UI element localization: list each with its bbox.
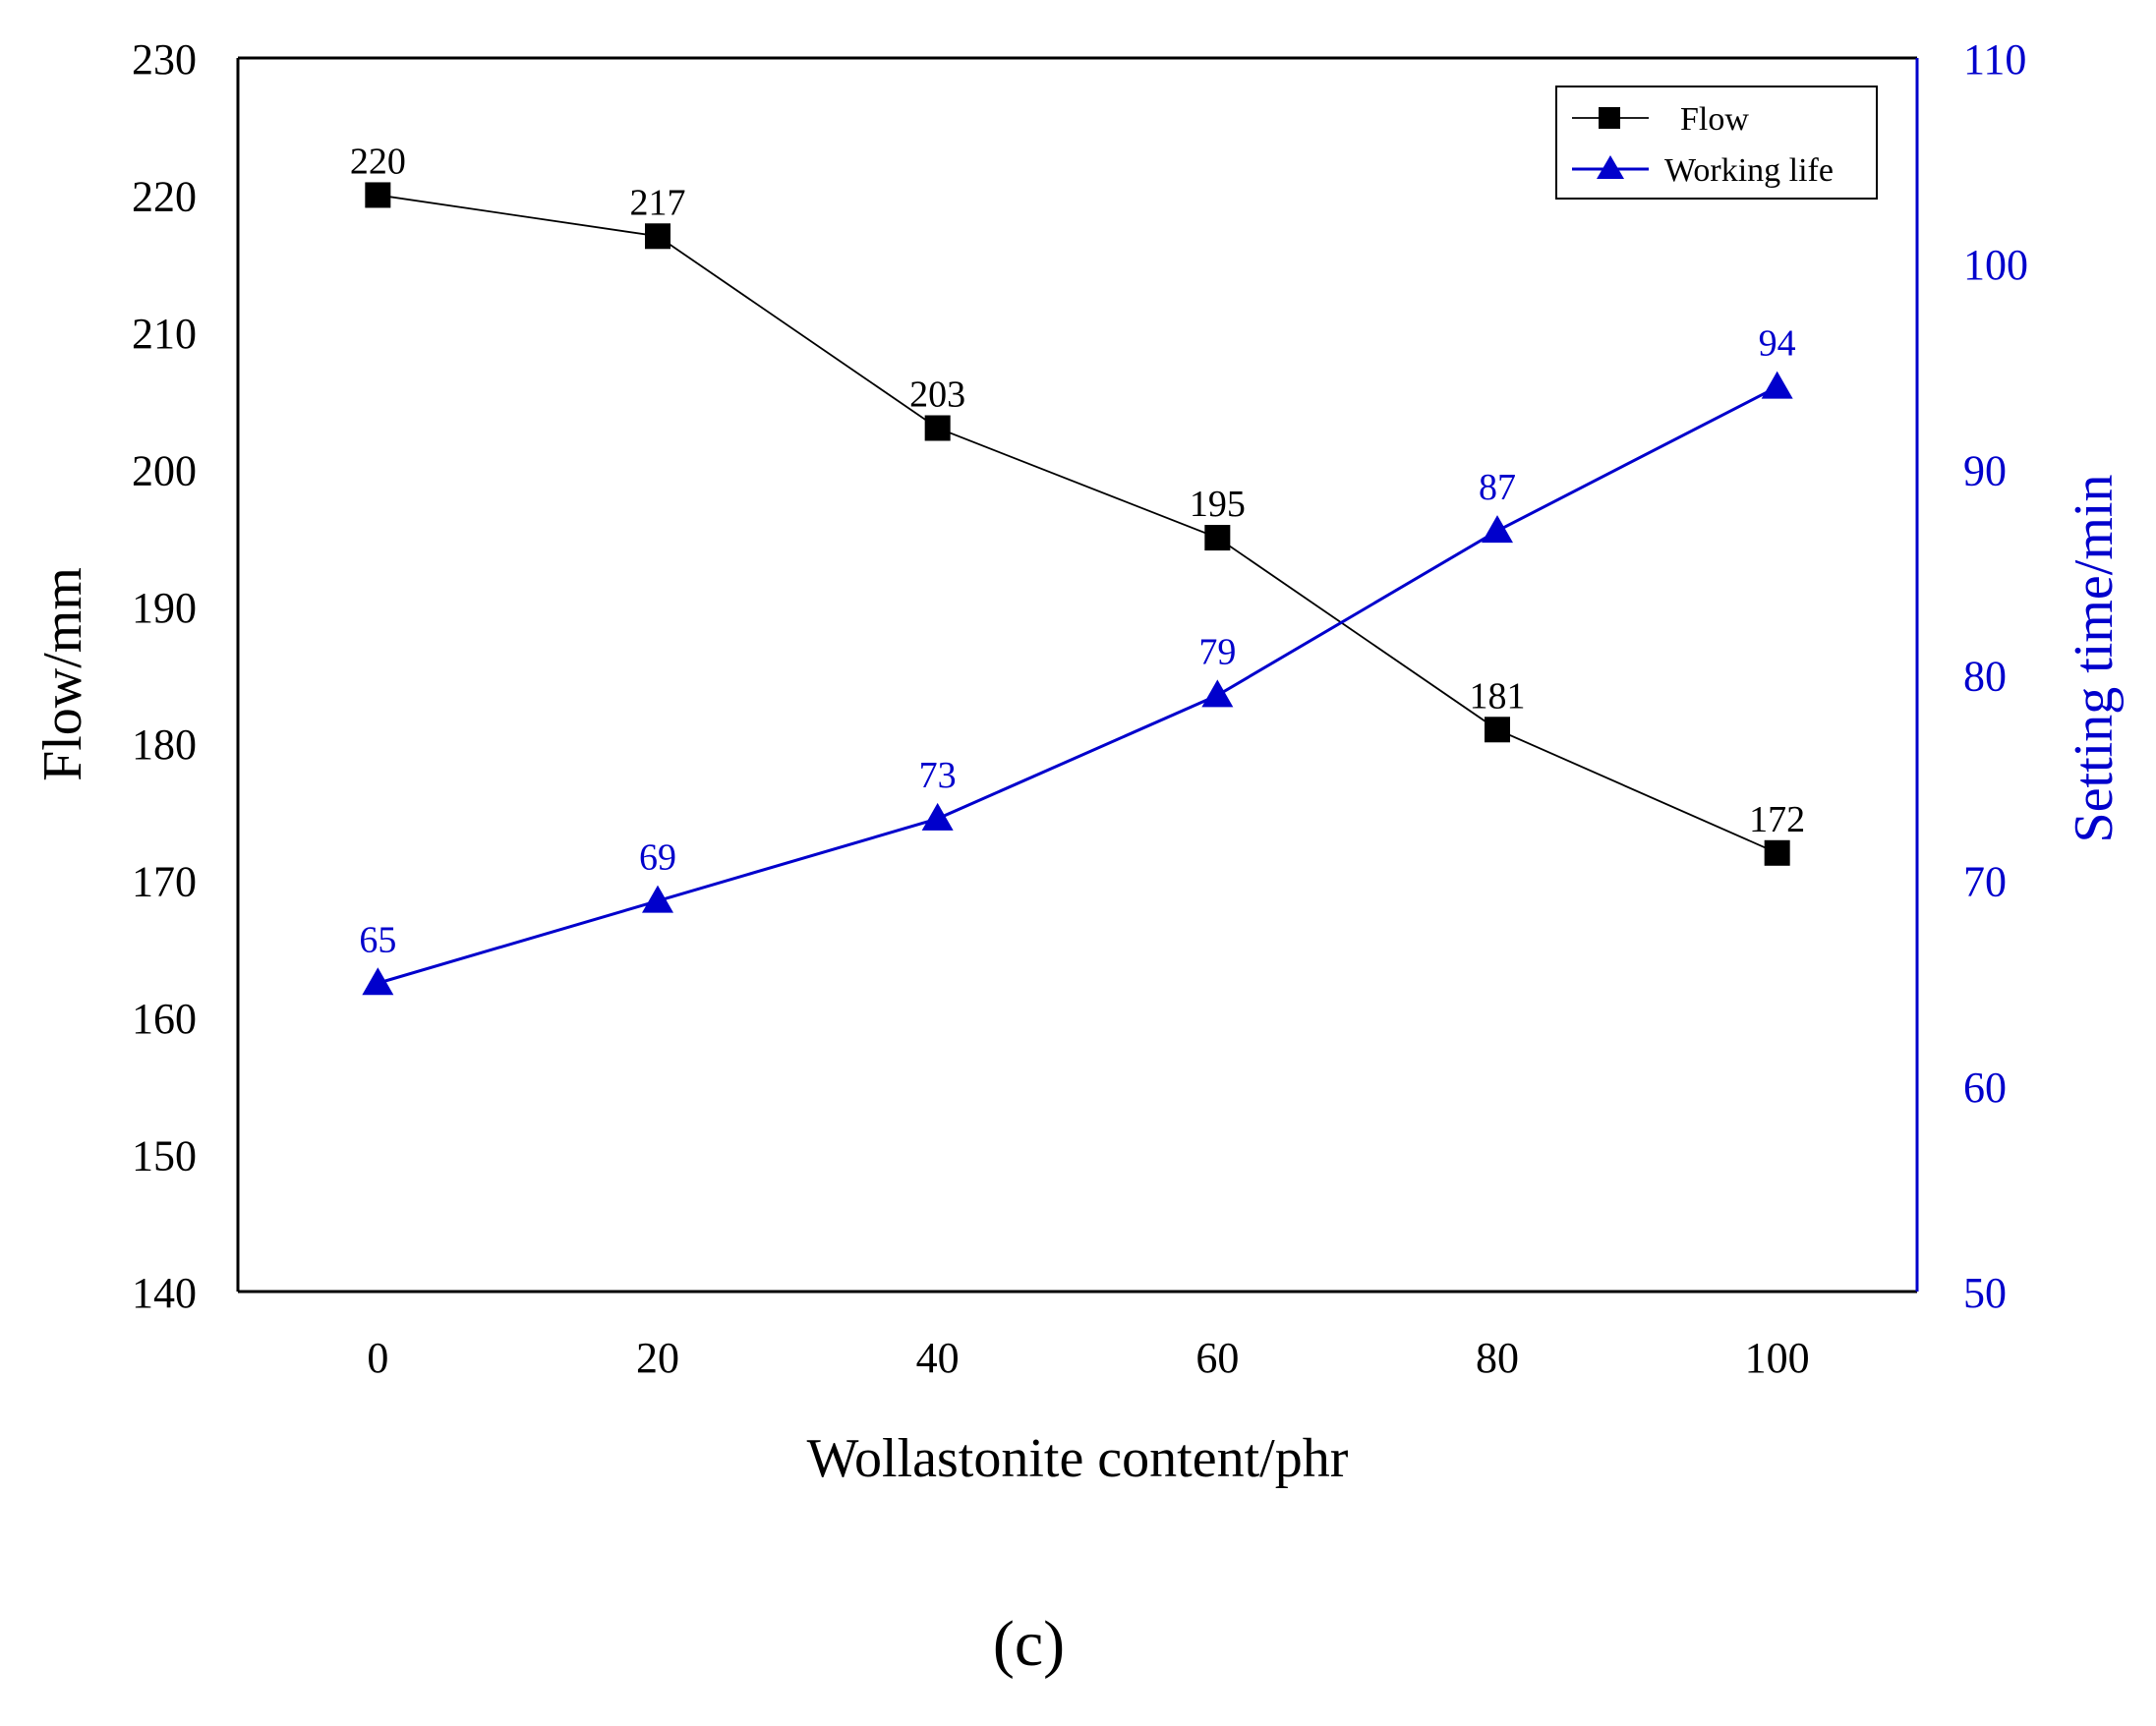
x-tick-label: 60 [1195,1334,1239,1382]
y-left-tick-label: 160 [132,995,197,1043]
working-life-point [362,967,394,996]
y-left-tick-label: 210 [132,310,197,358]
y-left-tick-label: 200 [132,446,197,494]
legend-flow-label: Flow [1680,101,1749,138]
flow-series-line [378,194,1778,854]
y-left-tick-label: 220 [132,172,197,220]
flow-point [924,415,951,441]
flow-data-label: 217 [630,182,686,223]
flow-data-label: 195 [1190,484,1246,525]
y-left-tick-label: 150 [132,1132,197,1180]
y-left-axis-title: Flow/mm [32,567,93,781]
flow-data-label: 181 [1470,675,1526,717]
y-right-tick-label: 50 [1963,1269,2007,1317]
y-left-tick-label: 170 [132,858,197,906]
legend-box [1555,86,1878,200]
flow-data-label: 172 [1749,799,1805,840]
y-right-tick-label: 100 [1963,241,2028,289]
y-left-tick-label: 230 [132,35,197,84]
legend-life-marker [1597,155,1624,179]
y-right-tick-label: 70 [1963,858,2007,906]
x-tick-label: 40 [916,1334,960,1382]
working-life-data-label: 69 [639,837,676,879]
y-right-tick-label: 110 [1963,35,2026,84]
flow-point [645,223,670,250]
x-axis-title: Wollastonite content/phr [807,1428,1349,1489]
working-life-series-line [377,385,1778,985]
y-left-tick-label: 190 [132,584,197,632]
working-life-data-label: 65 [359,919,396,960]
flow-data-label: 220 [350,141,406,182]
flow-data-label: 203 [909,374,965,416]
flow-point [1204,525,1231,551]
working-life-data-label: 94 [1759,323,1796,365]
working-life-point [642,885,673,913]
legend-flow-marker [1599,107,1620,129]
y-right-tick-label: 80 [1963,653,2007,701]
legend-life-label: Working life [1664,152,1834,189]
y-right-axis-title: Setting time/min [2064,475,2125,843]
flow-point [1764,839,1790,866]
figure-label: (c) [992,1608,1066,1680]
x-tick-label: 80 [1476,1334,1519,1382]
flow-point [1485,717,1510,743]
working-life-data-label: 79 [1198,631,1236,672]
flow-point [365,182,391,208]
working-life-point [1482,515,1513,544]
x-tick-label: 100 [1745,1334,1810,1382]
working-life-data-label: 73 [919,755,957,796]
working-life-point [921,802,954,831]
x-tick-label: 0 [367,1334,388,1382]
y-left-tick-label: 180 [132,720,197,769]
working-life-data-label: 87 [1479,467,1516,508]
x-tick-label: 20 [636,1334,679,1382]
y-right-tick-label: 90 [1963,446,2007,494]
y-right-tick-label: 60 [1963,1064,2007,1112]
y-left-tick-label: 140 [132,1269,197,1317]
working-life-point [1761,371,1793,399]
working-life-point [1201,679,1234,708]
